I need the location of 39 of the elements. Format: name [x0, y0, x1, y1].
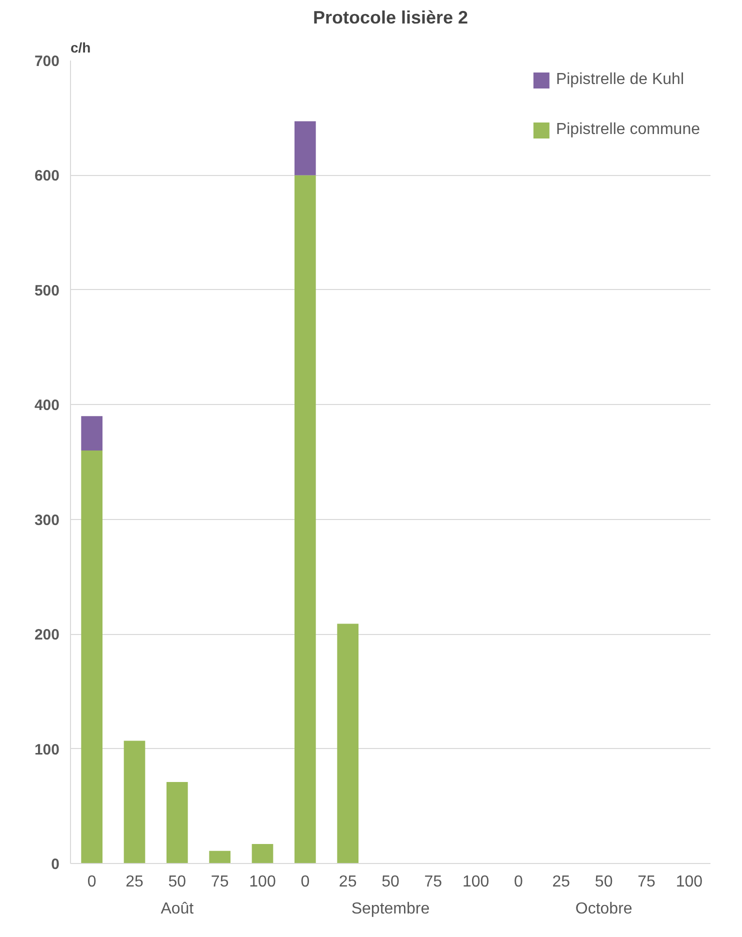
- y-tick-label: 400: [34, 397, 60, 414]
- y-tick-label: 500: [34, 282, 60, 300]
- x-tick-label: 25: [552, 874, 570, 890]
- x-tick-label: 50: [168, 874, 186, 890]
- x-tick-label: 50: [382, 874, 400, 890]
- x-tick-label: 25: [338, 874, 357, 890]
- x-tick-label: 50: [594, 874, 613, 890]
- bar: [294, 121, 316, 176]
- bar: [209, 850, 230, 864]
- text: Septembre: [351, 900, 430, 918]
- x-tick-label: 100: [676, 874, 703, 890]
- y-tick-label: 700: [34, 53, 60, 70]
- y-tick-label: 0: [51, 856, 60, 873]
- bar: [252, 844, 274, 864]
- legend-label: Pipistrelle de Kuhl: [556, 71, 684, 89]
- x-tick-label: 0: [514, 874, 524, 890]
- bar: [81, 416, 102, 451]
- x-tick-label: 25: [126, 874, 144, 890]
- x-tick-label: 100: [462, 874, 490, 890]
- bar: [337, 624, 358, 864]
- text: Août: [160, 900, 194, 918]
- chart-title: Protocole lisière 2: [312, 8, 468, 28]
- bar: [166, 782, 188, 864]
- y-tick-label: 200: [34, 626, 60, 644]
- bar: [294, 175, 316, 864]
- x-tick-label: 100: [249, 874, 276, 890]
- y-axis-title: c/h: [70, 40, 91, 56]
- bar: [124, 740, 146, 864]
- text: Octobre: [575, 900, 632, 918]
- y-tick-label: 600: [34, 168, 60, 185]
- bar: [81, 450, 102, 864]
- x-tick-label: 75: [210, 874, 229, 890]
- x-tick-label: 0: [87, 874, 96, 890]
- y-tick-label: 300: [34, 512, 60, 529]
- x-tick-label: 75: [638, 874, 656, 890]
- legend-label: Pipistrelle commune: [556, 121, 700, 139]
- x-tick-label: 0: [300, 874, 310, 890]
- x-tick-label: 75: [424, 874, 442, 890]
- y-tick-label: 100: [34, 741, 60, 758]
